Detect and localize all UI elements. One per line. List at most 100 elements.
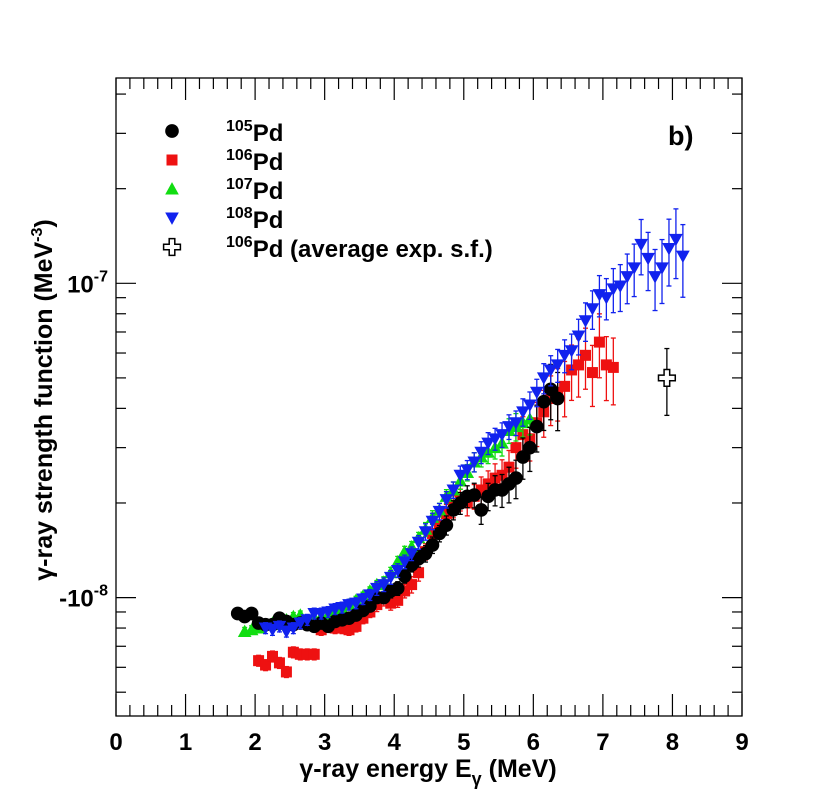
data-point [286,622,301,635]
data-point [586,367,598,379]
data-point [404,548,419,561]
x-tick-label: 6 [527,729,540,756]
data-point [571,330,586,343]
data-point [509,471,523,485]
data-point [529,386,544,400]
data-point [425,538,440,552]
legend-label: 108Pd [226,205,283,234]
legend-item: 107Pd [165,176,283,205]
data-point [460,464,475,477]
data-point [439,494,454,507]
data-point [363,589,377,602]
data-point [280,666,292,678]
x-tick-label: 8 [666,729,679,756]
data-point [578,315,593,328]
data-point [523,440,537,455]
data-point [413,567,425,579]
data-point [474,503,488,517]
data-point [440,508,452,520]
data-point [599,292,614,305]
x-axis-label: γ-ray energy Eγ (MeV) [299,755,556,789]
data-point [165,182,179,195]
x-tick-label: 9 [735,729,748,756]
y-tick-label: -10-8 [59,583,108,613]
data-point [585,303,600,316]
data-point [475,484,487,496]
data-point [335,601,349,615]
data-point [265,624,280,637]
data-point [397,556,412,569]
data-point [593,336,605,348]
data-point [336,622,348,634]
data-point [607,361,619,373]
data-point [287,646,299,658]
x-tick-label: 4 [388,729,402,756]
data-point [370,582,384,596]
data-point [573,359,585,371]
data-point [559,380,571,392]
series-108-triangle-down [258,208,690,639]
data-point [641,252,655,266]
legend-item: 105Pd [165,118,283,147]
data-point [502,421,516,434]
legend-item: 106Pd [166,147,283,176]
data-point [676,250,690,263]
data-point [371,599,383,611]
data-point [439,518,454,532]
x-tick-label: 7 [596,729,609,756]
data-point [383,571,398,585]
series-106-open-cross [657,347,677,417]
data-point [600,359,612,371]
data-point [350,620,362,632]
data-point [509,417,523,430]
x-tick-label: 2 [248,729,261,756]
legend-label: 107Pd [226,176,283,205]
data-point [162,237,182,257]
data-point [308,648,320,660]
data-point [356,593,370,606]
data-markers [230,208,690,679]
data-point [343,624,355,636]
data-point [166,154,178,166]
data-point [349,597,363,610]
data-point [516,406,530,419]
data-point [488,433,502,446]
legend-item: 108Pd [165,205,283,234]
data-point [474,446,488,460]
data-point [523,399,537,412]
data-point [510,442,522,454]
data-point [662,243,676,256]
data-point [550,391,565,406]
data-point [321,606,335,619]
data-point [293,617,308,630]
plot-frame [115,77,743,717]
data-point [267,650,278,662]
data-point [467,456,482,469]
data-point [432,505,447,519]
data-point [536,372,551,385]
x-tick-label: 3 [318,729,331,756]
data-point [357,612,369,624]
data-point [669,233,683,247]
data-point [397,569,412,583]
data-point [300,614,315,627]
data-point [165,212,179,225]
y-tick-labels: 10-7 -10-8 [59,268,108,612]
legend-label: 106Pd (average exp. s.f.) [226,234,493,263]
data-point [657,368,677,388]
data-point [399,585,411,597]
data-point [453,469,468,483]
data-point [165,124,179,138]
y-axis-label: γ-ray strength function (MeV-3) [29,219,58,580]
data-point [613,280,628,293]
data-point [390,581,405,596]
data-point [550,359,565,372]
data-point [376,579,391,592]
data-point [620,271,635,284]
data-point [418,526,433,539]
data-point [580,349,591,361]
legend-label: 106Pd [226,147,283,176]
y-tick-label: 10-7 [67,268,108,298]
